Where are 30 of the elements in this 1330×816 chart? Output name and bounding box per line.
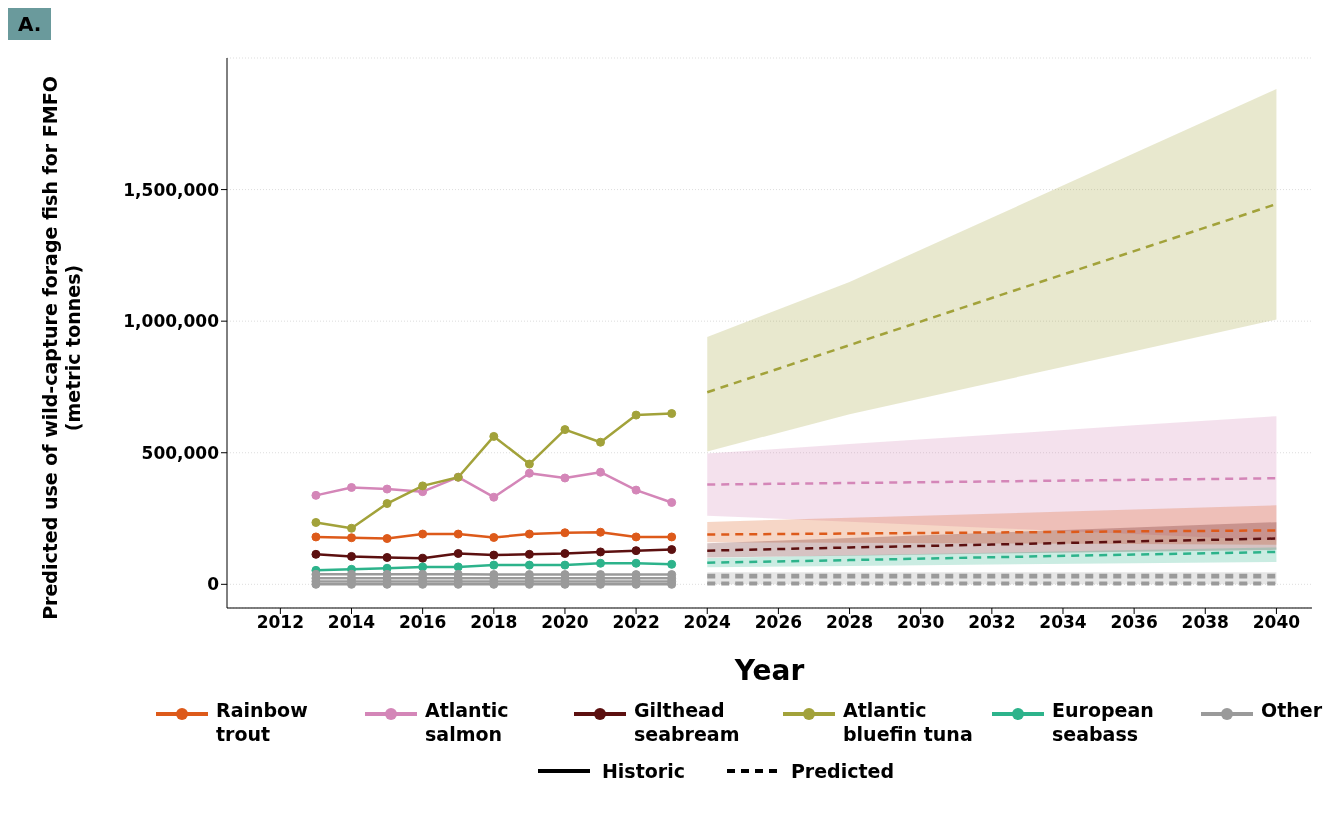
text: Predicted [790,760,895,782]
y-tick-label: 1,000,000 [123,311,220,332]
y-tick-label: 500,000 [141,442,220,463]
text: Historic [601,760,685,782]
y-tick-label: 1,500,000 [123,179,220,200]
x-tick-label: 2038 [1181,612,1229,633]
legend-label: European seabass [1052,698,1155,746]
legend-label: Other [1261,698,1323,722]
legend-label: Gilthead seabream [634,698,741,746]
x-tick-label: 2028 [825,612,874,633]
x-tick-label: 2030 [897,612,945,633]
x-tick-label: 2022 [612,612,660,633]
legend-label: Rainbow trout [216,698,309,746]
x-tick-label: 2036 [1110,612,1158,633]
y-tick-label: 0 [207,574,220,595]
x-tick-label: 2014 [327,612,376,633]
legend-label: Atlantic salmon [425,698,510,746]
text: A. [8,8,52,40]
x-tick-label: 2012 [256,612,305,633]
legend-label: Atlantic bluefin tuna [843,698,974,746]
x-tick-label: 2018 [470,612,518,633]
x-axis-title: Year [733,654,805,687]
y-axis-title: Predicted use of wild-capture forage fish for FMFO (metric tonnes) [39,75,85,622]
x-tick-label: 2032 [968,612,1016,633]
x-tick-label: 2040 [1252,612,1301,633]
x-tick-label: 2020 [541,612,589,633]
x-tick-label: 2024 [683,612,732,633]
x-tick-label: 2026 [754,612,803,633]
x-tick-label: 2034 [1039,612,1087,633]
x-tick-label: 2016 [398,612,447,633]
